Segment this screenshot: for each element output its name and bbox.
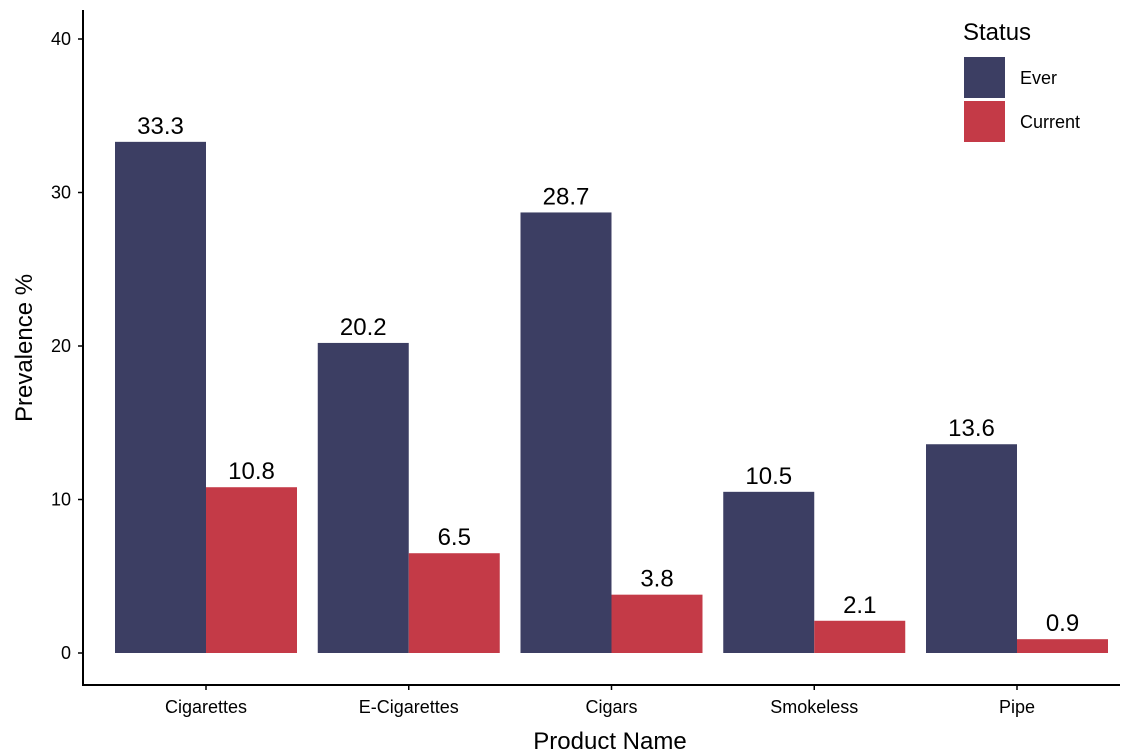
legend: Status Ever Current [963, 19, 1080, 142]
bar-ever-cigarettes [115, 141, 206, 653]
bar-current-e-cigarettes [408, 553, 500, 653]
bar-ever-pipe [926, 444, 1017, 653]
legend-key-current [964, 101, 1005, 142]
x-ticks: Cigarettes E-Cigarettes Cigars Smokeless Pip… [165, 685, 1035, 717]
data-label: 2.1 [843, 592, 876, 619]
bars: 33.3 10.8 20.2 6.5 28.7 3.8 10.5 2.1 13.6 0.9 [115, 113, 1108, 653]
y-tick-label: 0 [61, 643, 71, 663]
data-label: 10.5 [745, 463, 792, 490]
legend-label-current: Current [1020, 112, 1080, 132]
bar-current-pipe [1017, 639, 1108, 653]
data-label: 28.7 [543, 183, 590, 210]
data-label: 13.6 [948, 415, 995, 442]
x-tick-label: Cigarettes [165, 697, 247, 717]
x-tick-label: Smokeless [770, 697, 858, 717]
bar-current-cigars [611, 594, 703, 653]
y-axis-title: Prevalence % [11, 274, 38, 422]
data-label: 33.3 [137, 113, 184, 140]
x-tick-label: E-Cigarettes [359, 697, 459, 717]
y-ticks: 0 10 20 30 40 [51, 29, 83, 663]
x-tick-label: Pipe [999, 697, 1035, 717]
legend-label-ever: Ever [1020, 68, 1057, 88]
bar-ever-smokeless [723, 491, 815, 653]
y-tick-label: 10 [51, 490, 71, 510]
x-tick-label: Cigars [585, 697, 637, 717]
bar-ever-cigars [520, 212, 612, 653]
y-tick-label: 30 [51, 183, 71, 203]
legend-key-ever [964, 57, 1005, 98]
data-label: 10.8 [228, 458, 275, 485]
legend-title: Status [963, 19, 1031, 46]
bar-current-cigarettes [206, 487, 297, 653]
y-tick-label: 40 [51, 29, 71, 49]
data-label: 20.2 [340, 314, 387, 341]
data-label: 0.9 [1046, 610, 1079, 637]
data-label: 6.5 [438, 524, 471, 551]
x-axis-title: Product Name [533, 728, 686, 754]
y-tick-label: 20 [51, 336, 71, 356]
bar-ever-e-cigarettes [317, 342, 409, 653]
axes [82, 10, 1120, 686]
bar-current-smokeless [814, 620, 906, 653]
data-label: 3.8 [640, 566, 673, 593]
